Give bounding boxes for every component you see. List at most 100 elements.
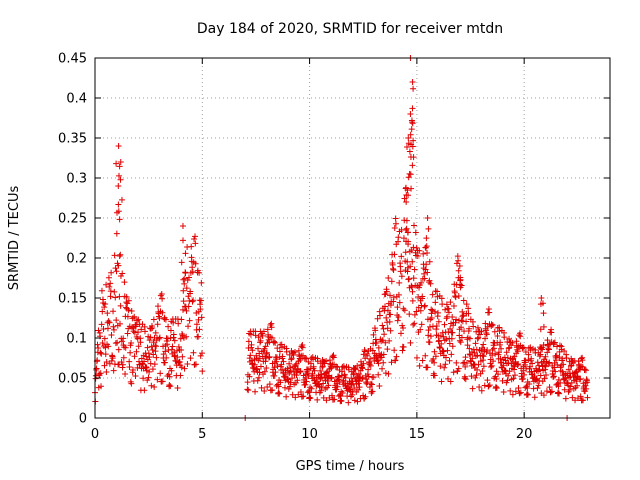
data-point — [421, 275, 428, 282]
data-point — [116, 293, 123, 300]
data-point — [565, 366, 572, 373]
data-point — [392, 215, 399, 222]
data-point — [139, 361, 146, 368]
data-point — [364, 351, 371, 358]
data-point — [341, 371, 348, 378]
y-tick-label: 0.15 — [58, 292, 87, 307]
data-point — [442, 354, 449, 361]
data-point — [458, 317, 465, 324]
data-point — [438, 295, 445, 302]
data-point — [462, 363, 469, 370]
data-point — [159, 295, 166, 302]
data-point — [390, 266, 397, 273]
data-point — [420, 250, 427, 257]
data-point — [430, 356, 437, 363]
data-point — [445, 375, 452, 382]
data-point — [193, 326, 200, 333]
data-point — [198, 350, 205, 357]
data-point — [510, 375, 517, 382]
data-point — [179, 353, 186, 360]
data-point — [409, 143, 416, 150]
data-point — [298, 343, 305, 350]
data-point — [119, 361, 126, 368]
data-point — [309, 370, 316, 377]
data-point — [478, 328, 485, 335]
x-axis-label: GPS time / hours — [296, 459, 405, 474]
data-point — [480, 353, 487, 360]
data-point — [490, 345, 497, 352]
data-point — [581, 366, 588, 373]
data-point — [429, 307, 436, 314]
data-point — [95, 344, 102, 351]
data-point — [405, 140, 412, 147]
data-point — [480, 341, 487, 348]
data-point — [452, 294, 459, 301]
data-point — [122, 344, 129, 351]
data-point — [540, 310, 547, 317]
data-point — [471, 361, 478, 368]
data-point — [416, 362, 423, 369]
data-point — [506, 339, 513, 346]
data-point — [272, 339, 279, 346]
data-point — [339, 390, 346, 397]
data-point — [265, 354, 272, 361]
data-point — [460, 297, 467, 304]
data-point — [408, 185, 415, 192]
data-point — [388, 359, 395, 366]
data-point — [304, 369, 311, 376]
data-point — [191, 361, 198, 368]
data-points — [92, 55, 591, 421]
data-point — [110, 367, 117, 374]
data-point — [115, 143, 122, 149]
data-point — [120, 335, 127, 342]
data-point — [493, 368, 500, 375]
data-point — [107, 288, 114, 295]
data-point — [373, 339, 380, 346]
data-point — [487, 363, 494, 370]
data-point — [509, 339, 516, 346]
data-point — [425, 225, 432, 232]
data-point — [384, 346, 391, 353]
data-point — [434, 309, 441, 316]
data-point — [175, 320, 182, 327]
data-point — [166, 373, 173, 380]
data-point — [382, 339, 389, 346]
data-point — [409, 119, 416, 126]
data-point — [114, 209, 121, 216]
data-point — [437, 363, 444, 370]
data-point — [114, 339, 121, 346]
data-point — [198, 279, 205, 286]
y-tick-label: 0.4 — [66, 92, 87, 107]
data-point — [156, 335, 163, 342]
data-point — [542, 353, 549, 360]
data-point — [165, 371, 172, 378]
data-point — [540, 323, 547, 330]
data-point — [350, 371, 357, 378]
data-point — [475, 334, 482, 341]
data-point — [486, 309, 493, 316]
data-point — [400, 324, 407, 331]
data-point — [511, 366, 518, 373]
data-point — [118, 338, 125, 345]
data-point — [161, 359, 168, 366]
data-point — [306, 394, 313, 401]
data-point — [268, 324, 275, 331]
data-point — [495, 371, 502, 378]
data-point — [153, 354, 160, 361]
data-point — [497, 339, 504, 346]
data-point — [266, 353, 273, 360]
data-point — [292, 362, 299, 369]
data-point — [416, 284, 423, 291]
data-point — [276, 348, 283, 355]
data-point — [110, 323, 117, 330]
data-point — [199, 368, 206, 375]
data-point — [282, 371, 289, 378]
data-point — [410, 137, 417, 144]
data-point — [425, 327, 432, 334]
data-point — [367, 355, 374, 362]
data-point — [414, 252, 421, 259]
data-point — [183, 285, 190, 292]
data-point — [499, 364, 506, 371]
data-point — [569, 394, 576, 401]
